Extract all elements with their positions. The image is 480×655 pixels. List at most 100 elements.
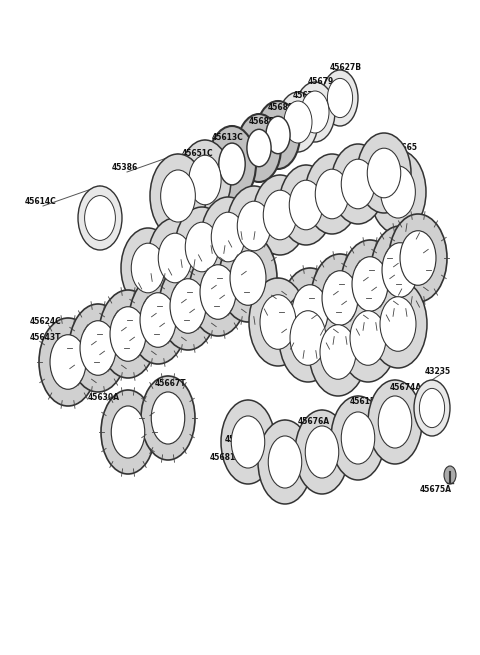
Ellipse shape [295, 82, 335, 142]
Ellipse shape [78, 186, 122, 250]
Ellipse shape [230, 251, 266, 305]
Ellipse shape [185, 222, 219, 272]
Ellipse shape [327, 79, 353, 118]
Ellipse shape [140, 293, 176, 347]
Text: 45679: 45679 [293, 90, 319, 100]
Ellipse shape [158, 233, 192, 283]
Ellipse shape [247, 129, 271, 167]
Ellipse shape [249, 278, 307, 366]
Ellipse shape [221, 400, 275, 484]
Ellipse shape [121, 228, 175, 308]
Ellipse shape [131, 243, 165, 293]
Ellipse shape [141, 376, 195, 460]
Ellipse shape [290, 310, 326, 365]
Ellipse shape [381, 166, 415, 218]
Ellipse shape [339, 294, 397, 382]
Ellipse shape [341, 412, 375, 464]
Ellipse shape [382, 243, 418, 297]
Ellipse shape [50, 335, 86, 389]
Text: 45629B: 45629B [222, 217, 254, 227]
Ellipse shape [295, 410, 349, 494]
Text: 45685A: 45685A [249, 117, 281, 126]
Text: 45386: 45386 [112, 164, 138, 172]
Ellipse shape [111, 406, 145, 458]
Ellipse shape [292, 285, 328, 339]
Ellipse shape [281, 268, 339, 356]
Ellipse shape [84, 196, 115, 240]
Text: 45630A: 45630A [88, 394, 120, 403]
Ellipse shape [309, 308, 367, 396]
Ellipse shape [260, 295, 296, 349]
Ellipse shape [352, 257, 388, 311]
Text: 45613C: 45613C [212, 134, 244, 143]
Ellipse shape [201, 197, 255, 277]
Text: 45685A: 45685A [268, 102, 300, 111]
Ellipse shape [311, 254, 369, 342]
Ellipse shape [305, 154, 359, 234]
Ellipse shape [369, 280, 427, 368]
Text: 45667T: 45667T [155, 379, 187, 388]
Ellipse shape [189, 248, 247, 336]
Ellipse shape [380, 297, 416, 351]
Ellipse shape [400, 231, 436, 286]
Ellipse shape [263, 190, 297, 240]
Ellipse shape [350, 310, 386, 365]
Ellipse shape [341, 240, 399, 328]
Ellipse shape [268, 436, 302, 488]
Ellipse shape [69, 304, 127, 392]
Ellipse shape [219, 143, 245, 185]
Ellipse shape [278, 92, 318, 152]
Ellipse shape [279, 165, 333, 245]
Text: 43235: 43235 [425, 367, 451, 377]
Ellipse shape [129, 276, 187, 364]
Ellipse shape [39, 318, 97, 406]
Text: 45651C: 45651C [182, 149, 214, 157]
Ellipse shape [322, 271, 358, 326]
Ellipse shape [256, 101, 300, 169]
Ellipse shape [284, 101, 312, 143]
Ellipse shape [414, 380, 450, 436]
Text: 45679: 45679 [308, 77, 334, 86]
Ellipse shape [200, 265, 236, 319]
Ellipse shape [341, 159, 375, 209]
Ellipse shape [389, 214, 447, 302]
Ellipse shape [175, 207, 229, 287]
Ellipse shape [237, 201, 271, 251]
Text: 45674A: 45674A [390, 383, 422, 392]
Ellipse shape [151, 392, 185, 444]
Ellipse shape [101, 390, 155, 474]
Ellipse shape [266, 117, 290, 154]
Ellipse shape [367, 148, 401, 198]
Ellipse shape [80, 321, 116, 375]
Ellipse shape [253, 175, 307, 255]
Ellipse shape [315, 169, 349, 219]
Ellipse shape [279, 294, 337, 382]
Text: 45643T: 45643T [388, 274, 420, 282]
Ellipse shape [237, 114, 281, 182]
Text: 45681: 45681 [210, 453, 236, 462]
Text: 45624C: 45624C [30, 318, 62, 326]
Text: 45627B: 45627B [330, 64, 362, 73]
Ellipse shape [289, 180, 323, 230]
Ellipse shape [99, 290, 157, 378]
Ellipse shape [322, 70, 358, 126]
Ellipse shape [331, 144, 385, 224]
Ellipse shape [371, 226, 429, 314]
Ellipse shape [370, 150, 426, 234]
Text: 45675A: 45675A [420, 485, 452, 495]
Text: 45616B: 45616B [225, 436, 257, 445]
Ellipse shape [110, 307, 146, 362]
Ellipse shape [211, 212, 245, 262]
Text: 45615B: 45615B [350, 398, 382, 407]
Text: 45624: 45624 [270, 293, 296, 303]
Ellipse shape [161, 170, 195, 222]
Ellipse shape [150, 154, 206, 238]
Ellipse shape [331, 396, 385, 480]
Ellipse shape [170, 279, 206, 333]
Ellipse shape [357, 133, 411, 213]
Ellipse shape [208, 126, 256, 202]
Ellipse shape [159, 262, 217, 350]
Text: 45643T: 45643T [30, 333, 61, 343]
Ellipse shape [301, 91, 329, 133]
Ellipse shape [368, 380, 422, 464]
